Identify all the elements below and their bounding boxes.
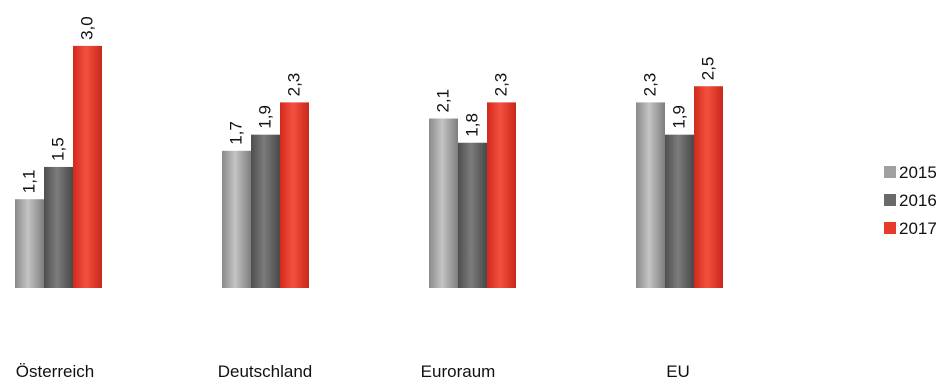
value-label-eu-2017: 2,5: [699, 57, 718, 81]
value-label-euroraum-2016: 1,8: [463, 113, 482, 137]
bar-euroraum-2016: [458, 142, 487, 288]
legend-label-2016: 2016: [899, 191, 937, 210]
category-label-euroraum: Euroraum: [421, 362, 496, 380]
category-label-eu: EU: [666, 362, 690, 380]
bar-eu-2015: [636, 102, 665, 288]
legend-label-2015: 2015: [899, 163, 937, 182]
legend-swatch-2016: [884, 194, 896, 206]
value-label-eu-2016: 1,9: [670, 105, 689, 129]
value-label-deutschland-2017: 2,3: [285, 73, 304, 97]
value-label-österreich-2015: 1,1: [20, 170, 39, 194]
bar-österreich-2016: [44, 166, 73, 288]
legend-swatch-2017: [884, 222, 896, 234]
legend-swatch-2015: [884, 166, 896, 178]
bar-deutschland-2017: [280, 102, 309, 288]
bar-eu-2016: [665, 134, 694, 288]
bar-deutschland-2015: [222, 150, 251, 288]
legend: 2015 2016 2017: [884, 163, 937, 238]
legend-label-2017: 2017: [899, 219, 937, 238]
value-label-euroraum-2017: 2,3: [492, 73, 511, 97]
category-labels-group: Österreich Deutschland Euroraum EU: [16, 362, 690, 380]
bar-euroraum-2017: [487, 102, 516, 288]
bar-österreich-2017: [73, 45, 102, 289]
value-label-deutschland-2016: 1,9: [256, 105, 275, 129]
bar-eu-2017: [694, 86, 723, 288]
value-label-euroraum-2015: 2,1: [434, 89, 453, 113]
value-label-deutschland-2015: 1,7: [227, 121, 246, 145]
bar-österreich-2015: [15, 199, 44, 288]
bars-group: [15, 45, 723, 289]
value-label-österreich-2016: 1,5: [49, 137, 68, 161]
bar-deutschland-2016: [251, 134, 280, 288]
value-label-österreich-2017: 3,0: [78, 16, 97, 40]
value-labels-group: 1,1 1,5 3,0 1,7 1,9 2,3 2,1 1,8 2,3 2,3 1,9 2,5: [20, 16, 718, 193]
bar-euroraum-2015: [429, 118, 458, 288]
category-label-deutschland: Deutschland: [218, 362, 313, 380]
category-label-österreich: Österreich: [16, 362, 94, 380]
value-label-eu-2015: 2,3: [641, 73, 660, 97]
